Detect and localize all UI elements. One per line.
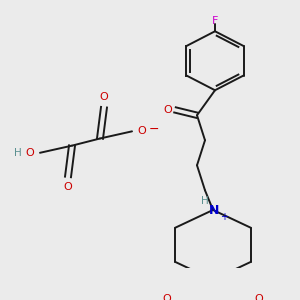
Text: O: O (255, 294, 263, 300)
Text: N: N (209, 204, 219, 218)
Text: O: O (26, 148, 34, 158)
Text: H: H (14, 148, 22, 158)
Text: O: O (163, 294, 171, 300)
Text: H: H (201, 196, 209, 206)
Text: O: O (64, 182, 72, 192)
Text: −: − (149, 123, 159, 136)
Text: O: O (138, 126, 146, 136)
Text: +: + (220, 212, 228, 222)
Text: F: F (212, 16, 218, 26)
Text: O: O (100, 92, 108, 102)
Text: O: O (164, 105, 172, 115)
